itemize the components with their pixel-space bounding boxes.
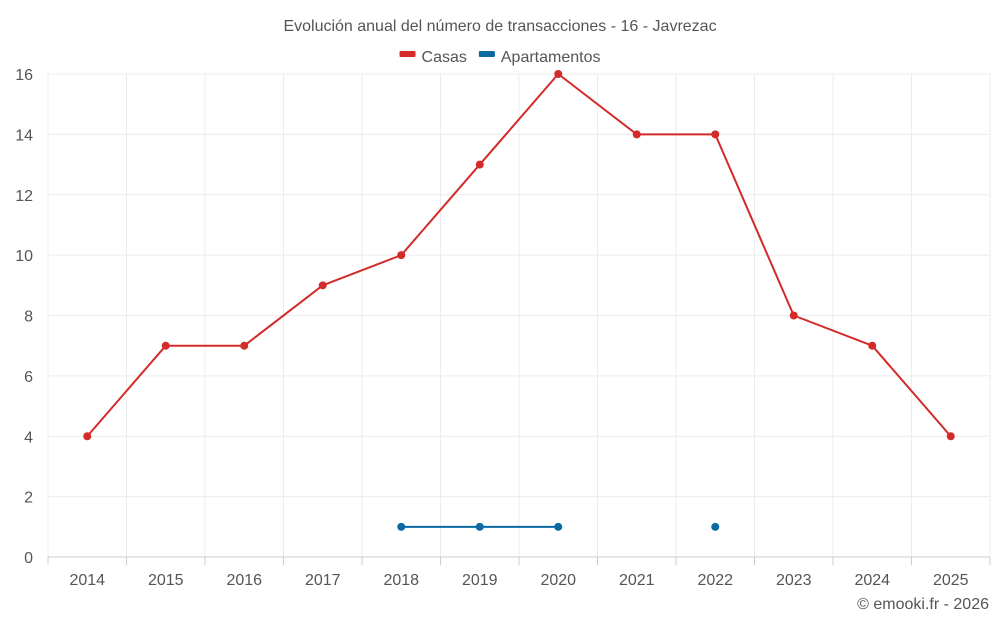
data-point[interactable] [711,130,720,139]
x-tick-label: 2025 [933,572,969,589]
y-tick-label: 2 [24,490,33,507]
data-point[interactable] [83,432,92,441]
credit-text: © emooki.fr - 2026 [857,596,989,613]
data-point[interactable] [397,522,406,531]
y-tick-label: 0 [24,550,33,567]
data-point[interactable] [632,130,641,139]
chart-title: Evolución anual del número de transaccio… [283,18,716,35]
series-lines [83,70,955,531]
data-point[interactable] [946,432,955,441]
y-tick-label: 10 [15,248,33,265]
legend-item-casas[interactable]: Casas [399,49,467,66]
legend: Casas Apartamentos [399,49,601,66]
data-point[interactable] [789,311,798,320]
x-tick-label: 2023 [776,572,812,589]
data-point[interactable] [711,522,720,531]
axes: 0 2 4 6 8 10 12 14 16 2014 2015 2016 2017 2018 2019 202… [15,67,991,589]
series-casas [83,70,955,441]
data-point[interactable] [554,70,563,78]
y-tick-label: 14 [15,127,33,144]
y-tick-label: 16 [15,67,33,84]
data-point[interactable] [475,160,484,169]
x-tick-label: 2015 [148,572,184,589]
data-point[interactable] [397,251,406,260]
x-tick-label: 2020 [540,572,576,589]
x-tick-label: 2021 [619,572,655,589]
legend-swatch [478,51,495,57]
data-point[interactable] [161,341,170,350]
legend-swatch [399,51,416,57]
y-tick-label: 12 [15,188,33,205]
x-tick-label: 2024 [854,572,890,589]
y-tick-label: 8 [24,309,33,326]
x-tick-label: 2022 [697,572,733,589]
data-point[interactable] [554,522,563,531]
x-tick-label: 2014 [69,572,105,589]
y-tick-label: 6 [24,369,33,386]
legend-label: Apartamentos [501,49,601,66]
x-tick-label: 2019 [462,572,498,589]
data-point[interactable] [318,281,327,290]
data-point[interactable] [868,341,877,350]
legend-label: Casas [422,49,467,66]
legend-item-apartamentos[interactable]: Apartamentos [478,49,601,66]
y-tick-label: 4 [24,429,33,446]
grid [47,73,991,557]
x-tick-label: 2017 [305,572,341,589]
x-tick-label: 2016 [226,572,262,589]
series-apartamentos [397,522,720,531]
x-tick-label: 2018 [383,572,419,589]
data-point[interactable] [475,522,484,531]
data-point[interactable] [240,341,249,350]
series-line [86,73,952,437]
